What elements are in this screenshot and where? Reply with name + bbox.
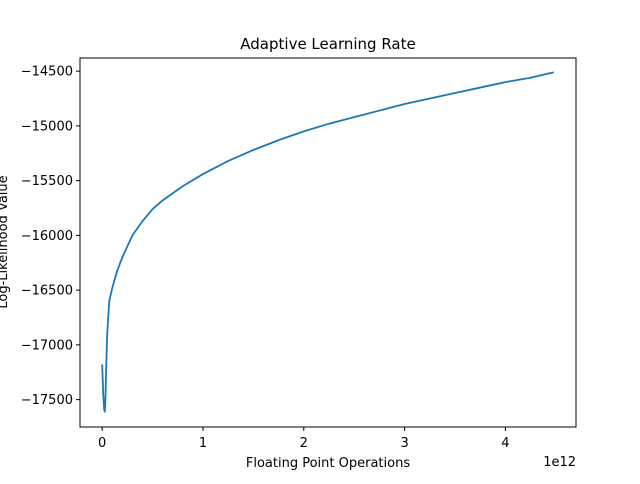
x-axis-ticks: 0 1 2 3 4	[98, 427, 510, 451]
y-axis-label: Log-Likelihood Value	[0, 175, 11, 308]
chart-title: Adaptive Learning Rate	[240, 35, 415, 53]
x-tick-label: 3	[400, 436, 408, 451]
x-axis-offset-label: 1e12	[543, 455, 576, 470]
series-line-0	[101, 71, 555, 413]
y-tick-label: −15500	[21, 174, 73, 189]
y-axis-ticks: −17500 −17000 −16500 −16000 −15500 −15000 −145…	[21, 65, 80, 408]
y-tick-label: −15000	[21, 119, 73, 134]
x-tick-label: 0	[98, 436, 106, 451]
x-tick-label: 2	[300, 436, 308, 451]
chart-marks	[101, 71, 555, 413]
plot-frame	[79, 57, 577, 428]
y-tick-label: −17500	[21, 393, 73, 408]
x-axis-label: Floating Point Operations	[246, 456, 410, 471]
y-tick-label: −17000	[21, 338, 73, 353]
y-tick-label: −16500	[21, 284, 73, 299]
x-tick-label: 4	[501, 436, 509, 451]
x-tick-label: 1	[199, 436, 207, 451]
y-tick-label: −16000	[21, 229, 73, 244]
y-tick-label: −14500	[21, 65, 73, 80]
